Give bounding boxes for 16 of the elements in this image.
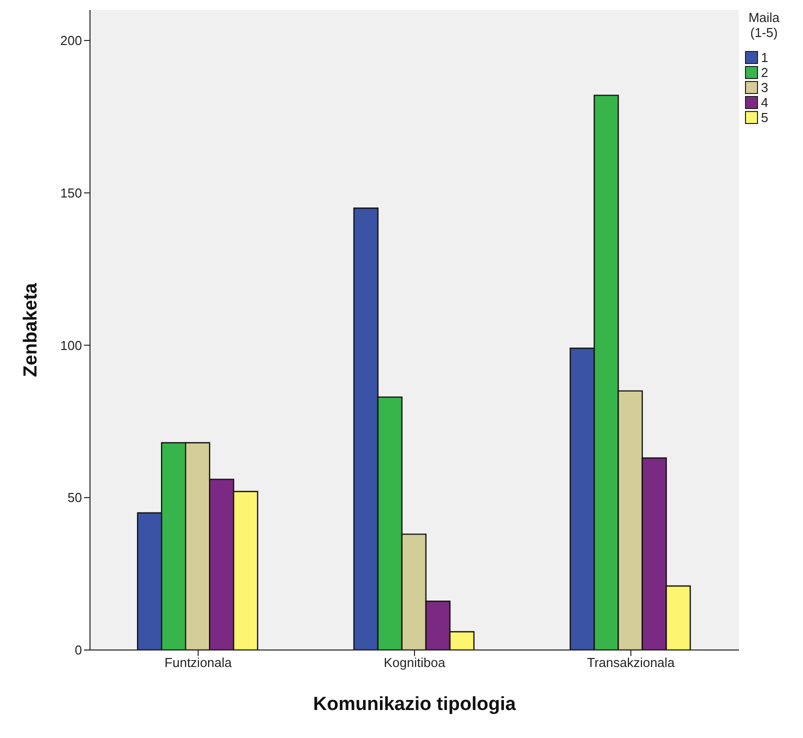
y-tick-label: 50 [68,490,82,506]
x-tick-label: Transakzionala [586,655,676,670]
x-tick-label: Funtzionala [164,655,233,670]
x-axis-title: Komunikazio tipologia [313,694,516,715]
x-tick-label: Kognitiboa [384,655,446,670]
y-tick-label: 0 [74,642,82,658]
legend-title: Maila (1-5) [747,10,781,40]
legend-label: 1 [761,50,768,65]
legend-label: 3 [761,80,768,95]
y-tick-label: 200 [60,33,82,48]
y-axis-title: Zenbaketa [20,282,42,377]
legend-label: 4 [761,95,768,110]
y-tick-label: 100 [60,338,82,353]
legend-label: 5 [761,110,768,125]
legend-label: 2 [761,65,768,80]
y-tick-label: 150 [60,185,82,200]
